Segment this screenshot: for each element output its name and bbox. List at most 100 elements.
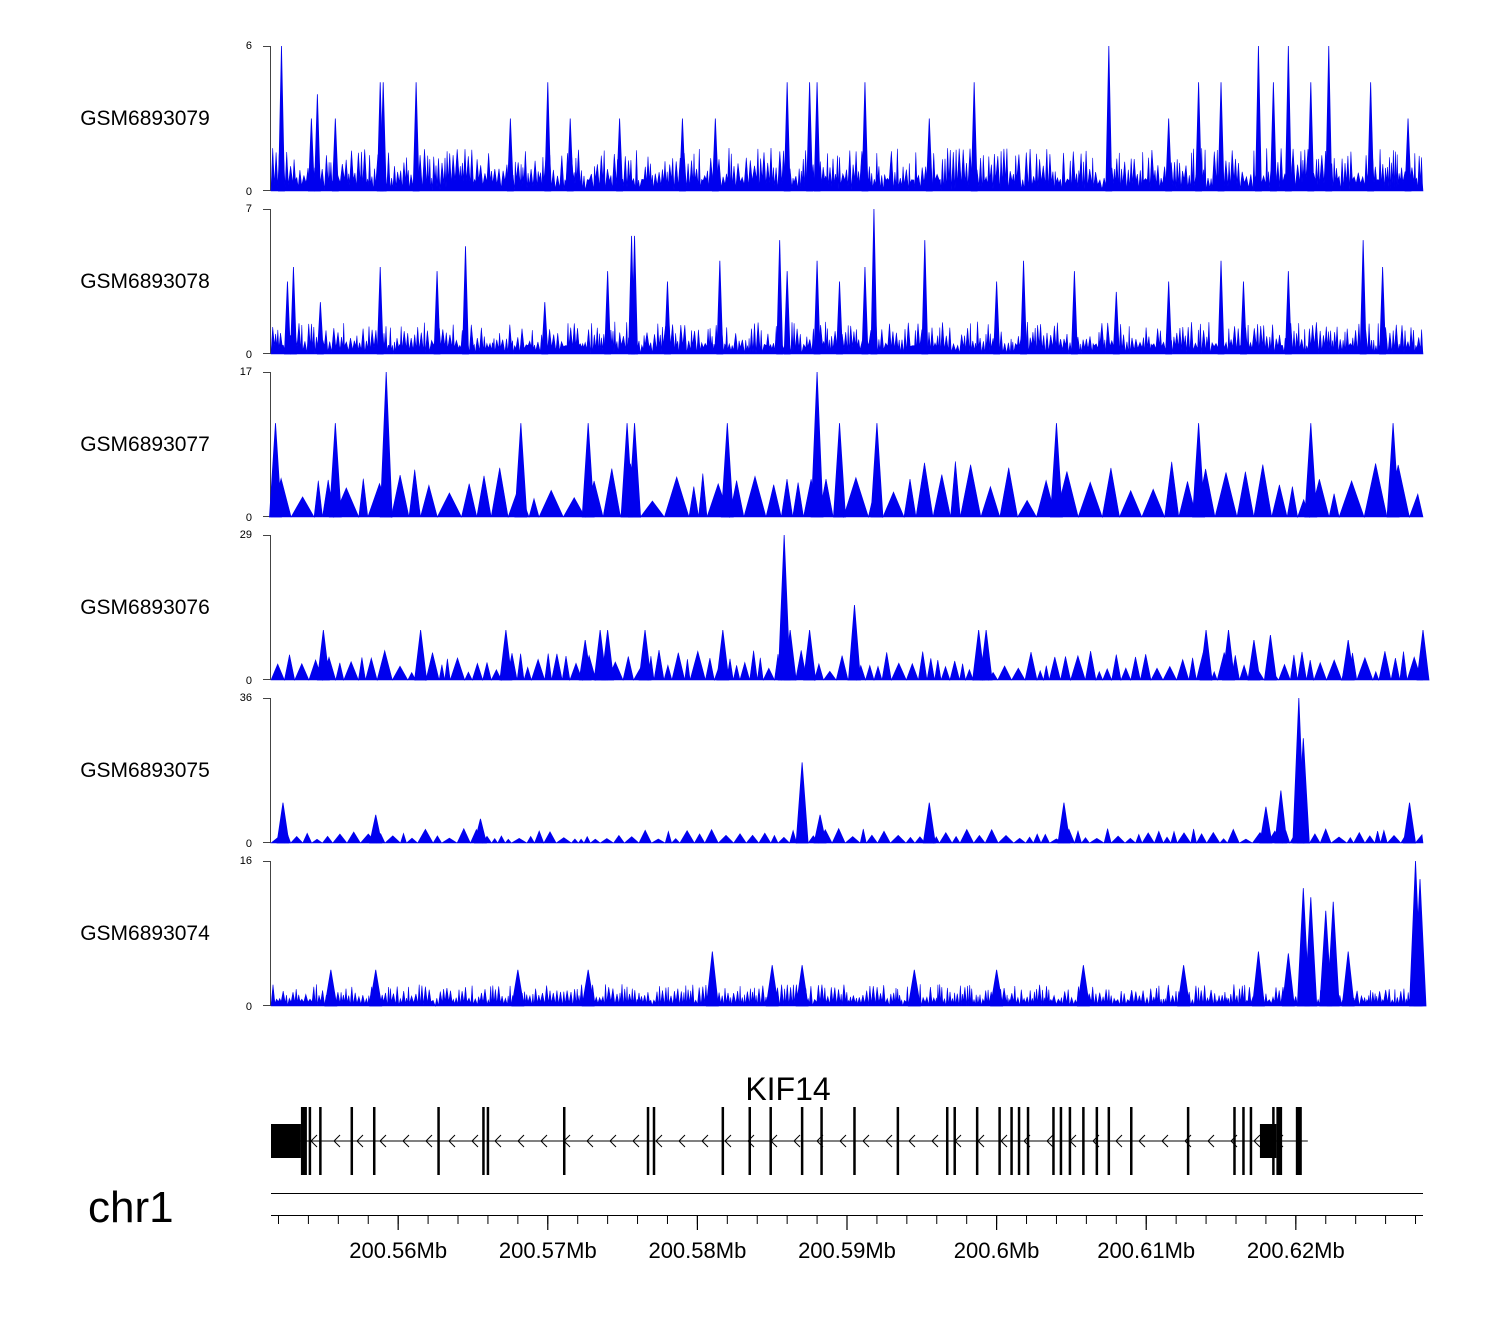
coverage-peak xyxy=(566,118,574,192)
strand-arrow xyxy=(747,1134,755,1148)
coverage-peak xyxy=(1379,266,1387,355)
strand-arrow xyxy=(793,1134,801,1148)
coverage-peak xyxy=(1307,82,1315,192)
gene-exon xyxy=(308,1107,312,1175)
gene-exon xyxy=(1052,1107,1055,1175)
coverage-peak xyxy=(783,629,797,681)
strand-arrow xyxy=(678,1134,686,1148)
track-label: GSM6893077 xyxy=(80,433,210,456)
coverage-peak xyxy=(1274,790,1288,844)
coverage-peak xyxy=(462,246,469,355)
gene-exon xyxy=(562,1107,566,1175)
strand-arrow xyxy=(379,1134,387,1148)
track-label: GSM6893079 xyxy=(80,107,210,130)
coverage-peak xyxy=(1269,82,1277,192)
coverage-peak xyxy=(813,814,827,844)
gene-exon xyxy=(319,1107,322,1175)
y-axis-min-label: 0 xyxy=(246,838,252,850)
strand-arrow xyxy=(1161,1134,1169,1148)
gene-name-label: KIF14 xyxy=(745,1071,830,1107)
coverage-area xyxy=(270,321,1424,355)
coverage-peak xyxy=(1367,82,1375,192)
coverage-peak xyxy=(1020,260,1027,355)
coverage-peak xyxy=(1263,634,1277,681)
coverage-peak xyxy=(1284,45,1292,192)
axis-tick-label: 200.57Mb xyxy=(499,1238,597,1263)
coverage-track-GSM6893075: GSM6893075 36 0 xyxy=(80,692,1424,850)
coverage-peak xyxy=(813,82,821,192)
coverage-peak xyxy=(276,802,290,844)
gene-exon xyxy=(721,1107,725,1175)
coverage-peak xyxy=(806,82,814,192)
coverage-peak xyxy=(810,371,824,518)
coverage-peak xyxy=(1192,423,1206,518)
coverage-peak xyxy=(925,118,933,192)
strand-arrow xyxy=(333,1134,341,1148)
coverage-peak xyxy=(795,762,809,844)
coverage-peak xyxy=(328,423,342,518)
coverage-peak xyxy=(720,423,734,518)
gene-exon xyxy=(1242,1107,1245,1175)
y-axis-max-label: 7 xyxy=(246,203,252,215)
coverage-peak xyxy=(1326,901,1340,1007)
coverage-peak xyxy=(473,818,487,844)
coverage-peak xyxy=(379,82,387,192)
strand-arrow xyxy=(1000,1134,1008,1148)
coverage-peak xyxy=(601,629,615,681)
coverage-peak xyxy=(1341,639,1355,681)
strand-arrow xyxy=(885,1134,893,1148)
gene-exon xyxy=(1233,1107,1236,1175)
strand-arrow xyxy=(724,1134,732,1148)
coverage-peak xyxy=(1341,951,1355,1007)
coverage-peak xyxy=(631,235,638,355)
gene-exon xyxy=(853,1107,856,1175)
coverage-peak xyxy=(316,629,330,681)
gene-exon xyxy=(975,1107,979,1175)
gene-exon xyxy=(1095,1107,1099,1175)
coverage-peak xyxy=(922,802,936,844)
coverage-peak xyxy=(1240,281,1247,355)
strand-arrow xyxy=(1207,1134,1215,1148)
coverage-peak xyxy=(269,423,282,518)
coverage-peak xyxy=(1217,260,1225,355)
strand-arrow xyxy=(862,1134,870,1148)
gene-exon xyxy=(1279,1107,1283,1175)
coverage-peak xyxy=(765,965,779,1007)
coverage-peak xyxy=(795,965,809,1007)
coverage-peak xyxy=(705,951,719,1007)
coverage-peak xyxy=(414,629,428,681)
coverage-area xyxy=(270,461,1424,519)
y-axis-max-label: 16 xyxy=(240,855,252,867)
coverage-peak xyxy=(1259,806,1273,844)
coverage-peak xyxy=(1413,879,1427,1007)
gene-exon xyxy=(437,1107,440,1175)
coverage-peak xyxy=(499,629,513,681)
coverage-peak xyxy=(861,266,869,355)
coverage-peak xyxy=(1199,629,1213,681)
coverage-peak xyxy=(1386,423,1400,518)
strand-arrow xyxy=(448,1134,456,1148)
coverage-peak xyxy=(783,271,791,355)
coverage-peak xyxy=(1217,82,1225,192)
coverage-peak xyxy=(581,969,595,1007)
gene-cds-block xyxy=(1276,1107,1281,1175)
gene-cds-block xyxy=(300,1107,307,1175)
coverage-peak xyxy=(1247,639,1261,681)
coverage-tracks: GSM689307960GSM689307870GSM6893077170GSM… xyxy=(80,40,1430,1013)
strand-arrow xyxy=(1253,1134,1261,1148)
coverage-peak xyxy=(679,118,686,192)
gene-utr-block xyxy=(271,1124,301,1158)
coverage-peak xyxy=(833,423,846,518)
coverage-peak xyxy=(412,82,420,192)
axis-tick-label: 200.6Mb xyxy=(954,1238,1040,1263)
y-axis-max-label: 6 xyxy=(246,40,252,52)
y-axis-max-label: 17 xyxy=(240,366,252,378)
coverage-track-GSM6893078: GSM6893078 7 0 xyxy=(80,203,1424,361)
coverage-peak xyxy=(1403,802,1416,844)
coverage-track-GSM6893076: GSM6893076 29 0 xyxy=(80,529,1430,687)
track-label: GSM6893076 xyxy=(80,596,210,619)
coverage-peak xyxy=(511,969,525,1007)
gene-exon xyxy=(945,1107,949,1175)
coverage-peak xyxy=(628,470,642,518)
